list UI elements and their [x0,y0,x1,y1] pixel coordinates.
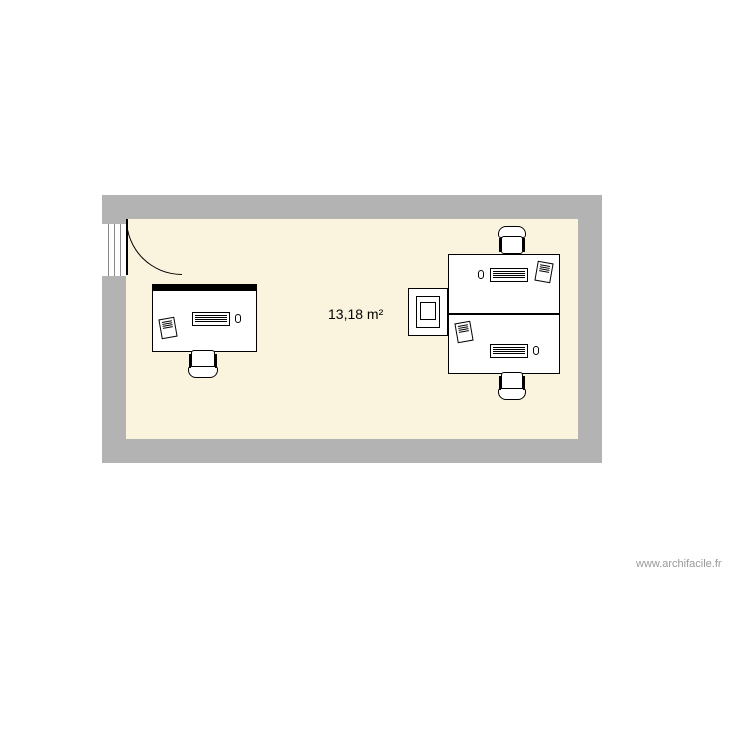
desk2-keyboard [490,268,528,282]
watermark: www.archifacile.fr [636,558,722,570]
chair1 [188,350,218,382]
desk1-mouse [235,314,241,323]
desk2-mouse [478,270,484,279]
door-line-2 [114,224,115,276]
desk3-mouse [533,346,539,355]
door-line-3 [120,224,121,276]
desk2-paper [534,261,553,283]
door-jamb-top [102,221,126,223]
door-line-1 [108,224,109,276]
desk3-paper [454,321,473,343]
chair2 [498,226,526,256]
chair3 [498,372,526,402]
floorplan-canvas: 13,18 m² [0,0,750,750]
desk1-paper [158,317,177,339]
printer-glass [420,302,436,320]
door-jamb-bot [102,276,126,278]
desk1-keyboard [192,312,230,326]
desk3-keyboard [490,344,528,358]
room-area-label: 13,18 m² [328,306,383,322]
